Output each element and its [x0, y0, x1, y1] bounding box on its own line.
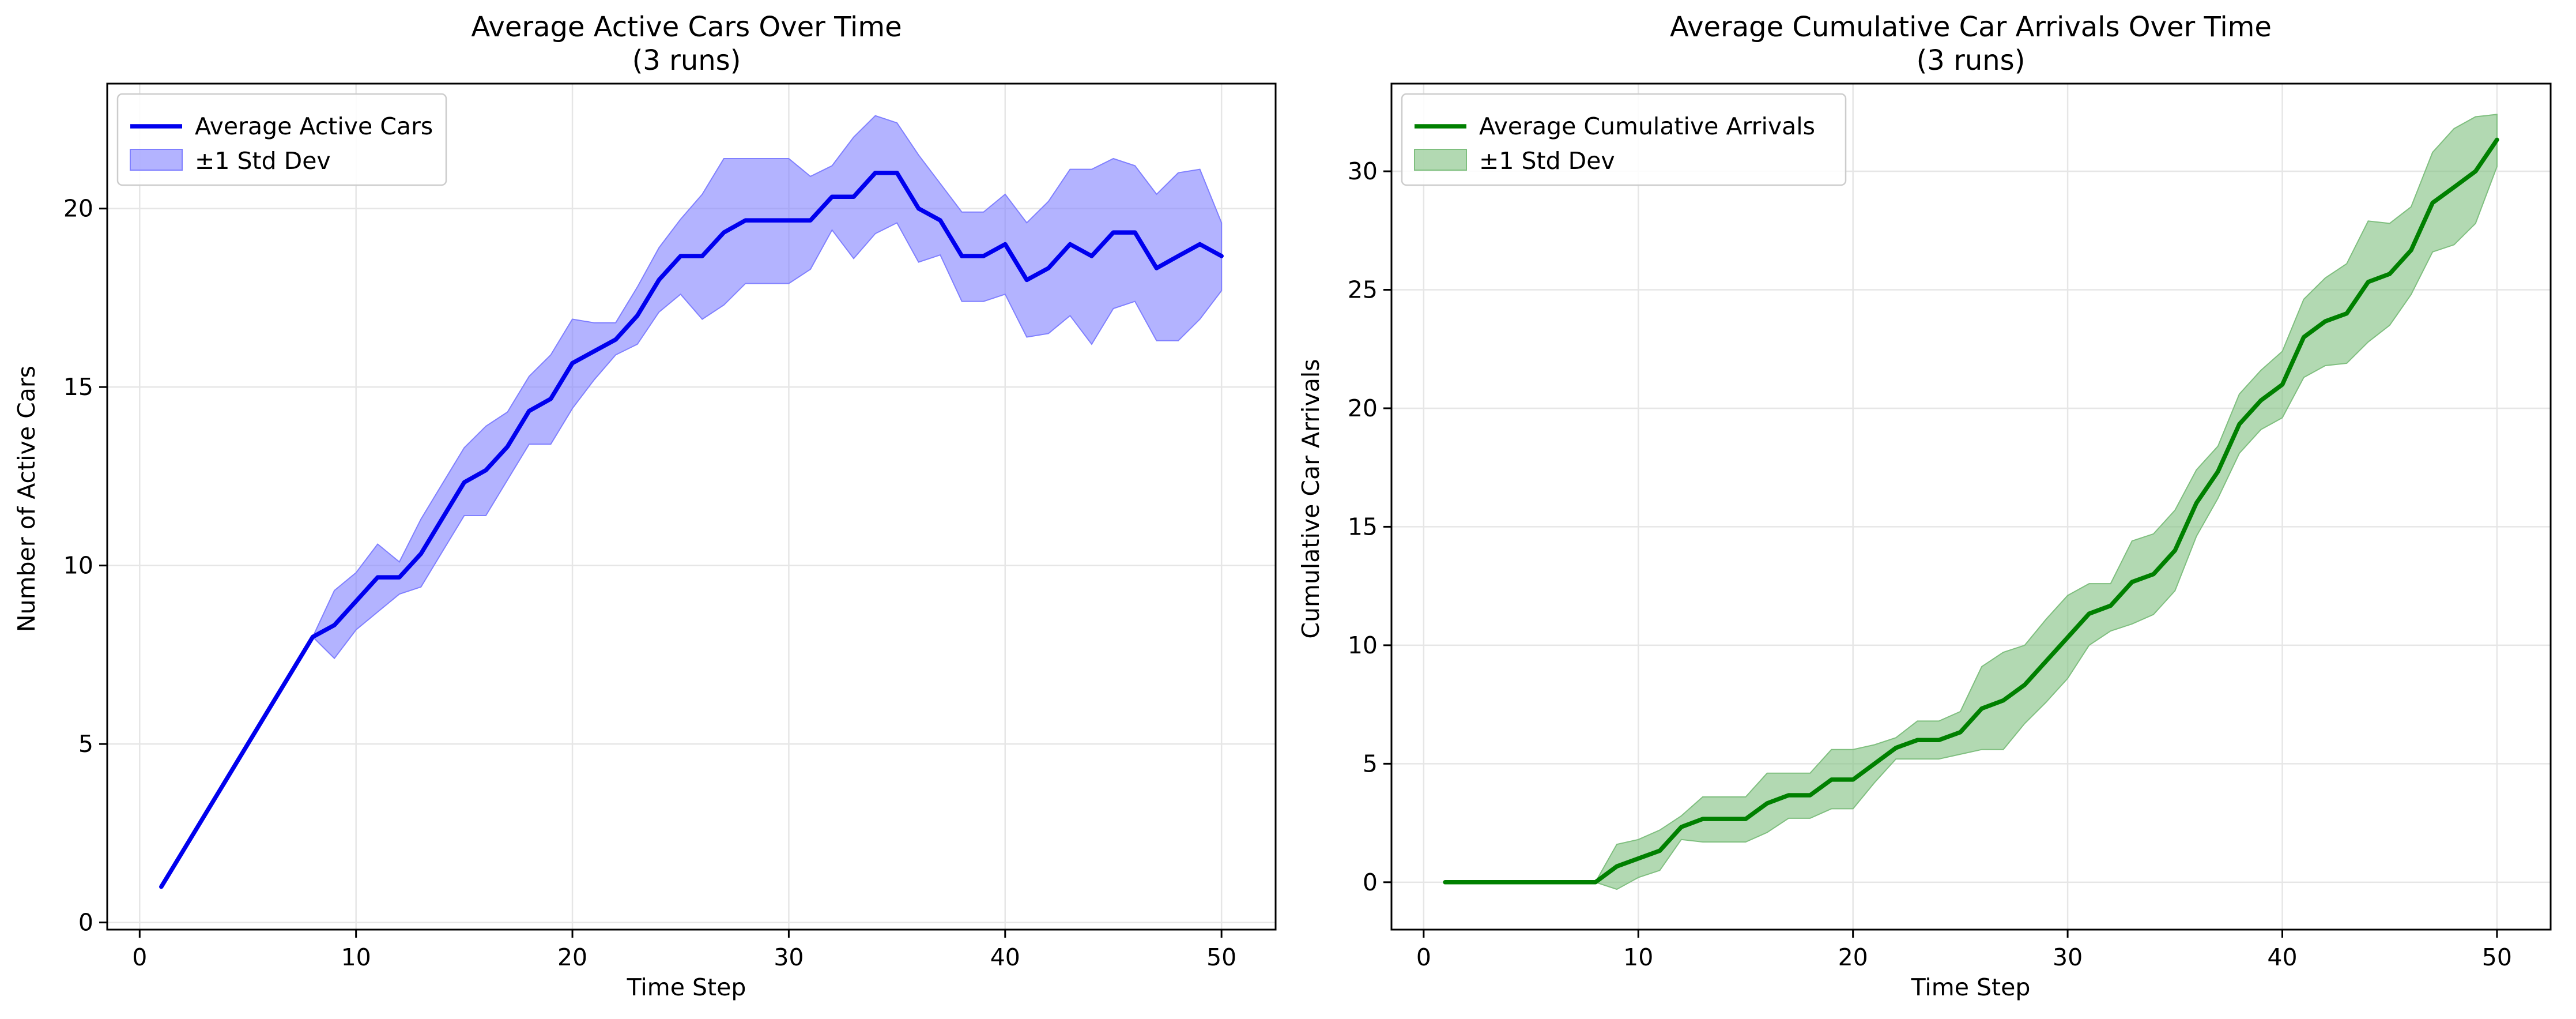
x-axis-label: Time Step — [1911, 973, 2031, 1001]
y-tick-label: 15 — [1348, 513, 1378, 540]
legend-box — [1401, 93, 1847, 186]
active-cars-chart: Average Active Cars Over Time (3 runs) T… — [13, 11, 1277, 1001]
y-tick-label: 30 — [1348, 157, 1378, 185]
y-tick-label: 10 — [63, 552, 93, 580]
legend-band-swatch — [1414, 149, 1467, 171]
x-tick-label: 20 — [557, 943, 587, 971]
plot-area — [107, 84, 1276, 930]
legend: Average Cumulative Arrivals ±1 Std Dev — [1401, 93, 1847, 186]
y-tick-label: 5 — [78, 730, 93, 758]
y-tick-label: 10 — [1348, 631, 1378, 659]
x-tick-label: 0 — [132, 943, 147, 971]
y-tick-label: 15 — [63, 373, 93, 401]
x-axis-label: Time Step — [627, 973, 746, 1001]
y-axis-label: Number of Active Cars — [13, 366, 40, 632]
cumulative-arrivals-chart: Average Cumulative Car Arrivals Over Tim… — [1297, 11, 2552, 1001]
mean-line — [159, 170, 1224, 889]
x-tick-label: 40 — [2267, 943, 2297, 971]
x-tick-label: 50 — [1206, 943, 1236, 971]
x-tick-label: 30 — [774, 943, 804, 971]
legend-line-label: Average Cumulative Arrivals — [1479, 112, 1815, 140]
x-tick-label: 10 — [1623, 943, 1653, 971]
y-tick-label: 20 — [1348, 394, 1378, 422]
legend-box — [116, 93, 447, 186]
y-tick-label: 0 — [78, 909, 93, 937]
legend-band-swatch — [130, 149, 183, 171]
x-tick-label: 30 — [2053, 943, 2083, 971]
chart-subtitle: (3 runs) — [632, 44, 741, 77]
x-tick-label: 40 — [990, 943, 1020, 971]
x-tick-label: 10 — [341, 943, 371, 971]
y-tick-label: 0 — [1363, 868, 1378, 896]
y-tick-label: 5 — [1363, 750, 1378, 777]
chart-subtitle: (3 runs) — [1917, 44, 2026, 77]
x-tick-label: 0 — [1416, 943, 1431, 971]
plot-area — [1391, 84, 2551, 930]
y-tick-label: 20 — [63, 195, 93, 223]
chart-title: Average Active Cars Over Time — [471, 11, 902, 43]
chart-title: Average Cumulative Car Arrivals Over Tim… — [1670, 11, 2272, 43]
mean-line — [1443, 137, 2499, 885]
legend: Average Active Cars ±1 Std Dev — [116, 93, 447, 186]
y-tick-label: 25 — [1348, 276, 1378, 304]
x-tick-label: 50 — [2482, 943, 2512, 971]
legend-band-label: ±1 Std Dev — [195, 147, 331, 175]
legend-line-label: Average Active Cars — [195, 112, 433, 140]
axes-frame — [106, 82, 1277, 931]
x-tick-label: 20 — [1838, 943, 1868, 971]
axes-frame — [1390, 82, 2552, 931]
legend-band-label: ±1 Std Dev — [1479, 147, 1615, 175]
y-axis-label: Cumulative Car Arrivals — [1297, 359, 1325, 638]
